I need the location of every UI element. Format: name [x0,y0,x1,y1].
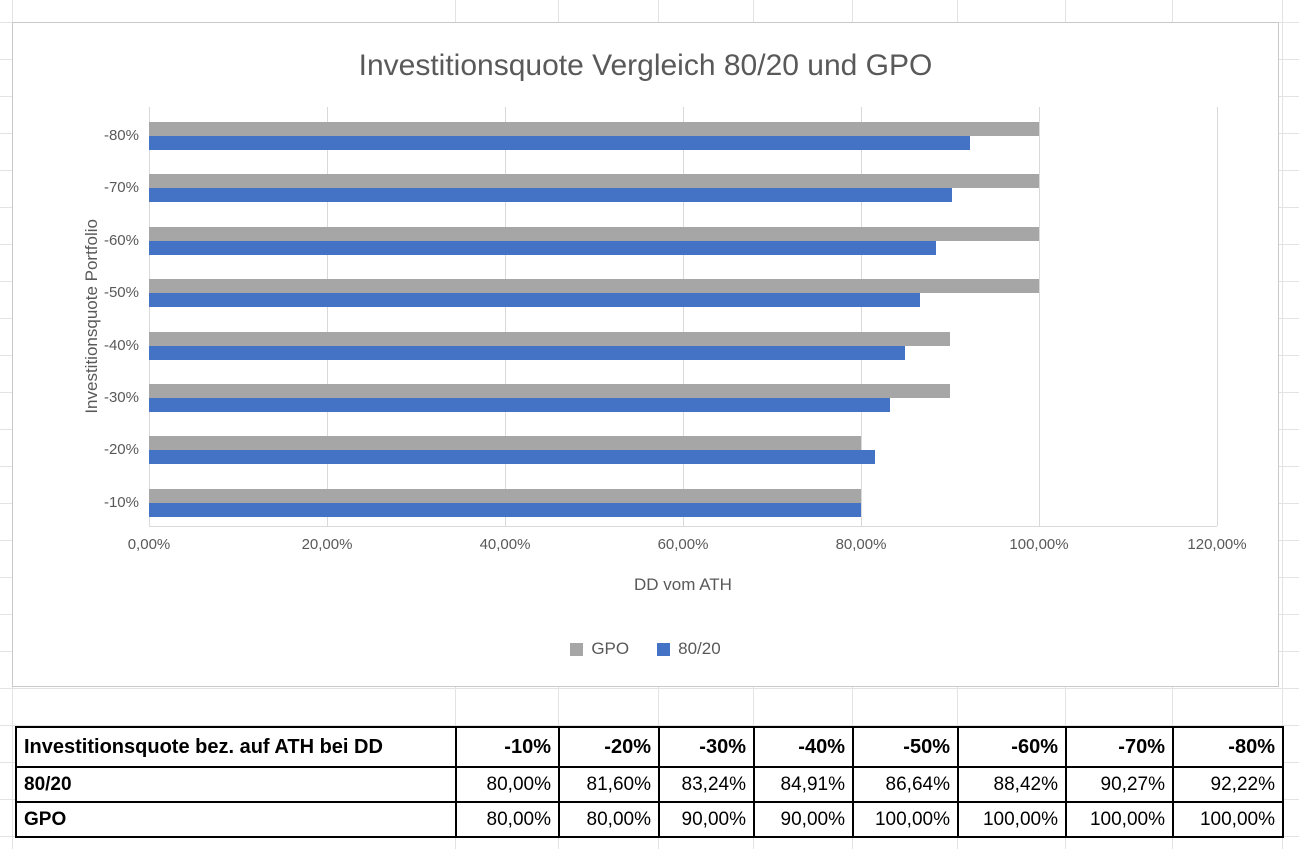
bar-8020--30%[interactable] [149,398,890,412]
bar-8020--60%[interactable] [149,241,936,255]
table-value-cell[interactable]: 90,27% [1065,766,1174,803]
x-tick-label: 120,00% [1187,536,1247,553]
worksheet-row-gridline [0,725,1299,726]
bar-gpo--80%[interactable] [149,122,1039,136]
bar-gpo--10%[interactable] [149,489,861,503]
table-value-cell[interactable]: 88,42% [957,766,1067,803]
y-tick-label: -80% [103,127,139,144]
plot-gridline [861,107,862,526]
worksheet-row-gridline [0,688,1299,689]
plot-gridline [1217,107,1218,526]
table-value-cell[interactable]: 80,00% [455,766,560,803]
plot-gridline [327,107,328,526]
table-value-cell[interactable]: 100,00% [957,801,1067,838]
bar-8020--10%[interactable] [149,503,861,517]
bar-8020--80%[interactable] [149,136,970,150]
legend-label: 80/20 [678,639,721,658]
y-tick-label: -10% [103,494,139,511]
table-header-value-cell[interactable]: -50% [852,726,959,768]
x-tick-label: 100,00% [1009,536,1069,553]
bar-gpo--50%[interactable] [149,279,1039,293]
table-header-value-cell[interactable]: -10% [455,726,560,768]
table-value-cell[interactable]: 80,00% [455,801,560,838]
legend-swatch [657,642,671,656]
y-tick-label: -60% [103,232,139,249]
bar-8020--50%[interactable] [149,293,920,307]
chart-object[interactable]: Investitionsquote Vergleich 80/20 und GP… [12,22,1279,687]
table-header-value-cell[interactable]: -70% [1065,726,1174,768]
bar-8020--20%[interactable] [149,450,875,464]
table-value-cell[interactable]: 86,64% [852,766,959,803]
y-tick-label: -40% [103,337,139,354]
plot-gridline [505,107,506,526]
table-row: 80/20 80,00% 81,60% 83,24% 84,91% 86,64% 88,42… [15,766,1284,803]
table-value-cell[interactable]: 90,00% [753,801,854,838]
table-value-cell[interactable]: 83,24% [658,766,755,803]
chart-legend[interactable]: GPO 80/20 [13,639,1278,659]
plot-area[interactable] [149,107,1218,527]
table-value-cell[interactable]: 100,00% [852,801,959,838]
x-tick-label: 60,00% [657,536,709,553]
y-tick-label: -30% [103,389,139,406]
chart-title[interactable]: Investitionsquote Vergleich 80/20 und GP… [358,49,933,82]
table-value-cell[interactable]: 80,00% [558,801,660,838]
legend-item-80-20[interactable]: 80/20 [657,639,721,659]
table-header-value-cell[interactable]: -80% [1172,726,1284,768]
table-header-value-cell[interactable]: -30% [658,726,755,768]
table-value-cell[interactable]: 100,00% [1065,801,1174,838]
data-table: Investitionsquote bez. auf ATH bei DD -10… [15,726,1284,838]
table-header-row: Investitionsquote bez. auf ATH bei DD -10… [15,726,1284,768]
y-tick-label: -20% [103,441,139,458]
table-value-cell[interactable]: 100,00% [1172,801,1284,838]
bar-gpo--60%[interactable] [149,227,1039,241]
table-row-label-cell[interactable]: 80/20 [15,766,457,803]
x-tick-label: 80,00% [835,536,887,553]
table-value-cell[interactable]: 81,60% [558,766,660,803]
y-axis-line [149,107,150,526]
table-row: GPO 80,00% 80,00% 90,00% 90,00% 100,00% 100,00… [15,801,1284,838]
table-row-label-cell[interactable]: GPO [15,801,457,838]
bar-gpo--70%[interactable] [149,174,1039,188]
table-header-value-cell[interactable]: -40% [753,726,854,768]
bar-gpo--30%[interactable] [149,384,950,398]
bar-gpo--20%[interactable] [149,436,861,450]
table-value-cell[interactable]: 92,22% [1172,766,1284,803]
table-header-label-cell[interactable]: Investitionsquote bez. auf ATH bei DD [15,726,457,768]
plot-gridline [1039,107,1040,526]
y-tick-label: -50% [103,284,139,301]
y-axis-title-text: Investitionsquote Portfolio [82,219,101,414]
x-tick-label: 20,00% [301,536,353,553]
x-tick-label: 40,00% [479,536,531,553]
table-value-cell[interactable]: 84,91% [753,766,854,803]
legend-item-GPO[interactable]: GPO [570,639,629,659]
y-axis-title[interactable]: Investitionsquote Portfolio [79,107,105,526]
table-header-value-cell[interactable]: -60% [957,726,1067,768]
legend-swatch [570,642,584,656]
bar-8020--70%[interactable] [149,188,952,202]
bar-gpo--40%[interactable] [149,332,950,346]
worksheet-column-gridline [1282,0,1283,849]
bar-8020--40%[interactable] [149,346,905,360]
x-axis-title[interactable]: DD vom ATH [634,575,732,594]
table-header-value-cell[interactable]: -20% [558,726,660,768]
y-tick-label: -70% [103,179,139,196]
x-tick-label: 0,00% [127,536,171,553]
table-value-cell[interactable]: 90,00% [658,801,755,838]
plot-gridline [683,107,684,526]
legend-label: GPO [591,639,630,658]
